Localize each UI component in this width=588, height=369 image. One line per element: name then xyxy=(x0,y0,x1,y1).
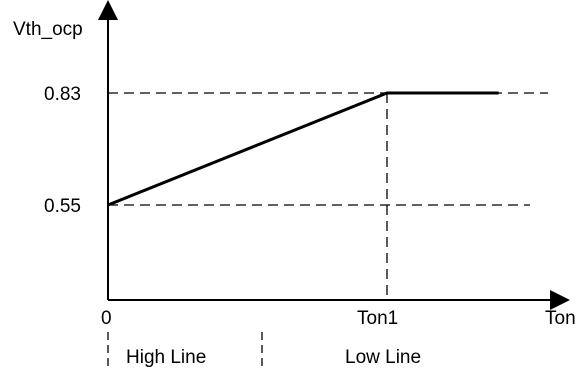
y-axis-label: Vth_ocp xyxy=(13,19,83,40)
series-line xyxy=(107,91,499,207)
x-axis-label: Ton xyxy=(545,308,576,329)
y-tick-label-high: 0.83 xyxy=(44,84,81,105)
region-label-low-line: Low Line xyxy=(345,347,421,368)
region-label-high-line: High Line xyxy=(126,347,206,368)
x-tick-label-ton1: Ton1 xyxy=(357,308,398,329)
y-tick-label-low: 0.55 xyxy=(44,196,81,217)
x-tick-label-zero: 0 xyxy=(101,308,112,329)
